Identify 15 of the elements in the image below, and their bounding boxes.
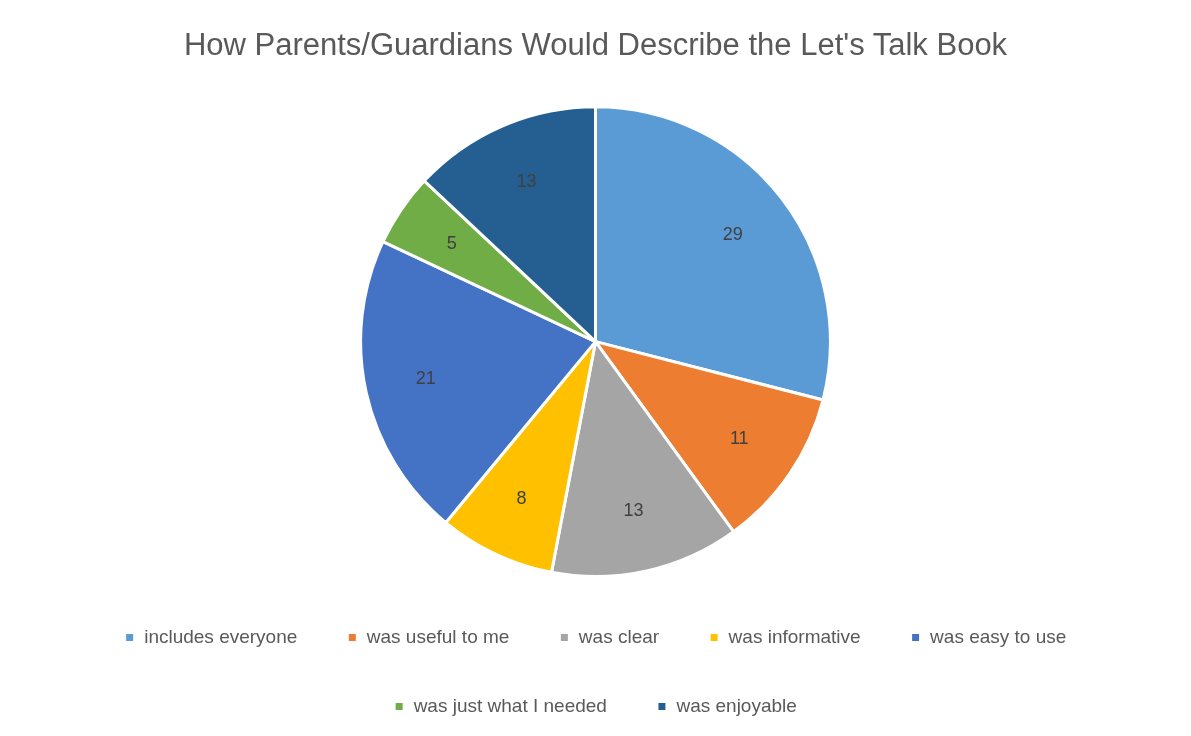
legend-label: was informative (727, 625, 861, 647)
legend-label: was enjoyable (675, 694, 797, 716)
legend-label: was clear (577, 625, 660, 647)
legend-label: was useful to me (365, 625, 510, 647)
legend-label: was easy to use (929, 625, 1067, 647)
data-label: 29 (722, 224, 743, 245)
data-label: 13 (623, 500, 644, 521)
data-label: 13 (516, 171, 537, 192)
data-label: 11 (729, 428, 749, 449)
data-label: 21 (415, 368, 436, 389)
data-label: 8 (516, 487, 527, 508)
data-label: 5 (446, 232, 457, 253)
legend-label: includes everyone (144, 625, 298, 647)
legend-label: was just what I needed (412, 694, 607, 716)
chart-title: How Parents/Guardians Would Describe the Let's Talk Book (183, 27, 1008, 63)
